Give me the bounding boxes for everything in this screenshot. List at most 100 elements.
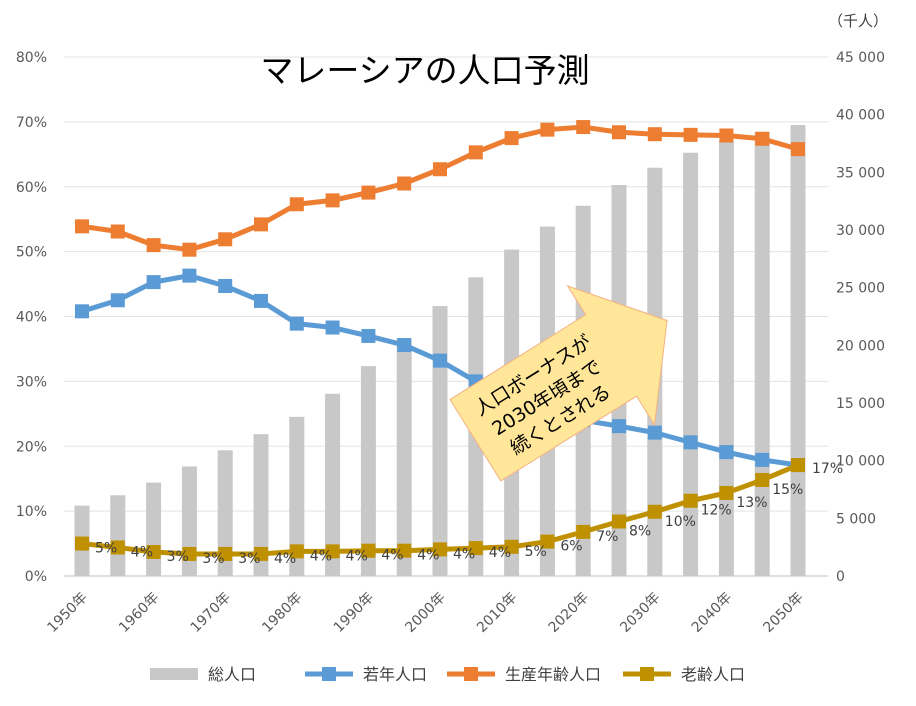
working-age-population-marker bbox=[791, 142, 805, 157]
left-tick-label: 80% bbox=[16, 50, 47, 66]
elderly-population-marker bbox=[289, 544, 304, 559]
total-population-bar bbox=[432, 306, 448, 576]
youth-population-marker bbox=[397, 338, 412, 353]
total-population-bars bbox=[74, 125, 806, 577]
working-age-population-marker bbox=[612, 125, 626, 140]
working-age-population-marker bbox=[755, 131, 770, 146]
elderly-population-marker bbox=[254, 546, 268, 561]
x-tick-label: 1990年 bbox=[331, 590, 377, 636]
working-age-population-marker bbox=[647, 127, 662, 142]
youth-population-marker bbox=[289, 316, 304, 331]
youth-population-marker bbox=[719, 445, 734, 460]
x-tick-label: 2020年 bbox=[546, 590, 592, 636]
total-population-bar bbox=[289, 416, 305, 576]
left-tick-label: 50% bbox=[16, 245, 47, 261]
elderly-data-label: 3% bbox=[167, 549, 189, 565]
youth-population-marker bbox=[182, 268, 197, 283]
working-age-population-marker bbox=[325, 193, 340, 208]
elderly-population-marker bbox=[755, 472, 770, 487]
working-age-population-marker bbox=[361, 185, 376, 200]
working-age-population-marker bbox=[504, 131, 519, 146]
legend: 総人口 若年人口 生産年齢人口 老齢人口 bbox=[150, 665, 745, 684]
youth-population-marker bbox=[683, 435, 698, 450]
x-tick-label: 2040年 bbox=[689, 590, 735, 636]
working-age-population-marker bbox=[254, 217, 268, 232]
elderly-data-label: 4% bbox=[310, 548, 332, 564]
legend-swatch-total bbox=[150, 668, 198, 680]
right-tick-label: 15 000 bbox=[836, 396, 885, 412]
youth-population-marker bbox=[146, 275, 161, 290]
youth-population-marker bbox=[433, 353, 447, 368]
total-population-bar bbox=[217, 450, 233, 576]
elderly-population-marker bbox=[647, 504, 662, 519]
working-age-population-marker bbox=[110, 224, 125, 239]
elderly-population-marker bbox=[504, 539, 519, 554]
x-tick-label: 2050年 bbox=[760, 590, 806, 636]
working-age-population-marker bbox=[433, 162, 447, 177]
elderly-population-marker bbox=[433, 542, 447, 557]
x-tick-label: 2000年 bbox=[402, 590, 448, 636]
youth-population-marker bbox=[647, 425, 662, 440]
elderly-data-label: 3% bbox=[202, 551, 224, 567]
legend-label: 生産年齢人口 bbox=[505, 665, 601, 684]
elderly-data-label: 4% bbox=[131, 544, 153, 560]
legend-label: 若年人口 bbox=[363, 665, 427, 684]
left-tick-label: 60% bbox=[16, 180, 47, 196]
x-tick-label: 1970年 bbox=[188, 590, 234, 636]
legend-marker-swatch bbox=[640, 667, 654, 681]
left-tick-label: 30% bbox=[16, 374, 47, 390]
elderly-population-marker bbox=[719, 485, 734, 500]
legend-marker-swatch bbox=[464, 667, 478, 681]
x-tick-label: 2030年 bbox=[617, 590, 663, 636]
elderly-data-label: 4% bbox=[274, 551, 296, 567]
elderly-population-marker bbox=[612, 514, 626, 529]
elderly-data-label: 8% bbox=[629, 524, 651, 540]
x-axis: 1950年 1960年 1970年 1980年 1990年 2000年 2010年 2020年… bbox=[44, 590, 806, 636]
working-age-population-marker bbox=[397, 176, 412, 191]
x-tick-label: 1980年 bbox=[259, 590, 305, 636]
total-population-bar bbox=[790, 125, 806, 577]
elderly-data-label: 15% bbox=[772, 482, 803, 498]
youth-population-marker bbox=[361, 328, 376, 343]
left-tick-label: 0% bbox=[25, 569, 47, 585]
elderly-data-label: 4% bbox=[453, 546, 475, 562]
elderly-data-label: 3% bbox=[238, 551, 260, 567]
elderly-population-marker bbox=[146, 544, 161, 559]
right-tick-label: 20 000 bbox=[836, 338, 885, 354]
elderly-population-marker bbox=[468, 541, 483, 556]
left-tick-label: 40% bbox=[16, 310, 47, 326]
total-population-bar bbox=[396, 338, 412, 576]
elderly-data-label: 5% bbox=[95, 541, 117, 557]
youth-population-marker bbox=[75, 304, 89, 319]
youth-population-marker bbox=[110, 293, 125, 308]
working-age-population-marker bbox=[218, 232, 233, 247]
legend-label: 老齢人口 bbox=[681, 665, 745, 684]
legend-label: 総人口 bbox=[208, 665, 256, 684]
elderly-population-marker bbox=[540, 534, 555, 549]
elderly-data-label: 12% bbox=[701, 503, 732, 519]
working-age-population-marker bbox=[719, 128, 734, 143]
right-axis: 0 5 000 10 000 15 000 20 000 25 000 30 000 35 0… bbox=[836, 50, 885, 585]
total-population-bar bbox=[146, 482, 162, 576]
elderly-population-marker bbox=[576, 524, 591, 539]
x-tick-label: 1960年 bbox=[116, 590, 162, 636]
elderly-population-marker bbox=[218, 546, 233, 561]
data-labels: 5% 4% 3% 3% 3% 4% 4% 4% 4% 4% 4% 4% 5% 6% 7% 8% 10% 12% 13… bbox=[95, 461, 843, 567]
working-age-population-marker bbox=[540, 122, 555, 137]
working-age-population-marker bbox=[683, 127, 698, 142]
right-tick-label: 10 000 bbox=[836, 454, 885, 470]
right-tick-label: 30 000 bbox=[836, 223, 885, 239]
working-age-population-marker bbox=[182, 242, 197, 257]
elderly-population-marker bbox=[110, 540, 125, 555]
x-tick-label: 2010年 bbox=[474, 590, 520, 636]
elderly-data-label: 6% bbox=[560, 539, 582, 555]
youth-population-marker bbox=[325, 320, 340, 335]
total-population-bar bbox=[110, 495, 126, 576]
elderly-data-label: 5% bbox=[525, 544, 547, 560]
youth-population-marker bbox=[254, 293, 268, 308]
left-axis: 0% 10% 20% 30% 40% 50% 60% 70% 80% bbox=[16, 50, 47, 585]
right-axis-unit: （千人） bbox=[828, 12, 888, 30]
total-population-bar bbox=[360, 366, 376, 576]
legend-marker-swatch bbox=[322, 667, 336, 681]
elderly-data-label: 4% bbox=[381, 548, 403, 564]
